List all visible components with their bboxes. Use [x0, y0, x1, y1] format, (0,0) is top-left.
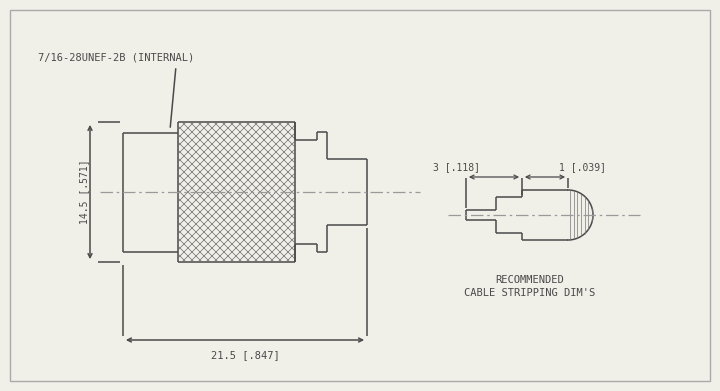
Text: 21.5 [.847]: 21.5 [.847] — [211, 350, 279, 360]
Text: 14.5 [.571]: 14.5 [.571] — [79, 160, 89, 224]
Text: 1 [.039]: 1 [.039] — [559, 162, 606, 172]
Text: 7/16-28UNEF-2B (INTERNAL): 7/16-28UNEF-2B (INTERNAL) — [38, 53, 194, 63]
Text: 3 [.118]: 3 [.118] — [433, 162, 480, 172]
Text: RECOMMENDED: RECOMMENDED — [495, 275, 564, 285]
Text: CABLE STRIPPING DIM'S: CABLE STRIPPING DIM'S — [464, 288, 595, 298]
